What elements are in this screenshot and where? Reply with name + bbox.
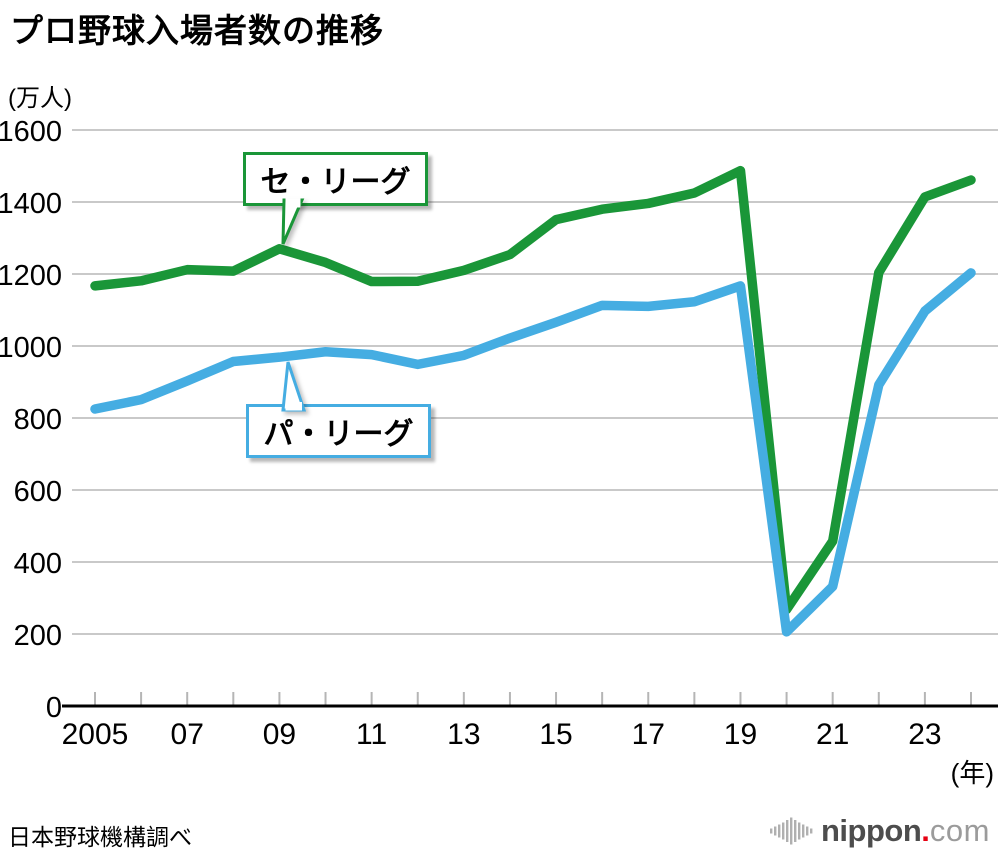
y-tick-label: 1200 bbox=[0, 260, 62, 292]
central-league-line bbox=[90, 165, 976, 615]
page-title: プロ野球入場者数の推移 bbox=[10, 12, 384, 49]
logo-text-tld: com bbox=[929, 813, 990, 848]
pacific-league-line bbox=[90, 268, 976, 637]
soundwave-icon bbox=[770, 817, 813, 845]
callout-central-league: セ・リーグ bbox=[243, 152, 428, 206]
callout-pacific-league: パ・リーグ bbox=[246, 404, 431, 458]
y-tick-label: 1000 bbox=[0, 332, 62, 364]
soundwave-bar bbox=[778, 824, 781, 838]
x-tick-label: 09 bbox=[263, 718, 296, 751]
nippon-com-logo: nippon.com bbox=[770, 812, 990, 850]
y-tick-label: 1600 bbox=[0, 116, 62, 148]
x-tick-label: 07 bbox=[171, 718, 204, 751]
soundwave-bar bbox=[794, 820, 797, 842]
y-tick-label: 400 bbox=[14, 548, 62, 580]
soundwave-bar bbox=[786, 820, 789, 842]
soundwave-bar bbox=[782, 822, 785, 840]
y-tick-label: 1400 bbox=[0, 188, 62, 220]
x-tick-label: 13 bbox=[447, 718, 480, 751]
x-tick-label: 2005 bbox=[62, 718, 129, 751]
x-tick-label: 23 bbox=[908, 718, 941, 751]
y-tick-label: 600 bbox=[14, 476, 62, 508]
callout-central-league-label: セ・リーグ bbox=[260, 166, 411, 199]
logo-text-dot: . bbox=[921, 813, 930, 848]
callout-pacific-league-label: パ・リーグ bbox=[263, 418, 414, 451]
y-tick-label: 0 bbox=[46, 692, 62, 724]
source-credit: 日本野球機構調べ bbox=[8, 824, 192, 850]
logo-text: nippon.com bbox=[821, 812, 990, 850]
y-axis-unit-label: (万人) bbox=[8, 85, 72, 112]
x-tick-label: 17 bbox=[632, 718, 665, 751]
soundwave-bar bbox=[770, 828, 773, 834]
logo-text-main: nippon bbox=[821, 813, 922, 848]
x-tick-label: 21 bbox=[816, 718, 849, 751]
soundwave-bar bbox=[774, 826, 777, 836]
soundwave-bar bbox=[802, 824, 805, 838]
y-tick-label: 800 bbox=[14, 404, 62, 436]
soundwave-bar bbox=[806, 826, 809, 836]
soundwave-bar bbox=[810, 828, 813, 834]
x-tick-label: 11 bbox=[356, 718, 387, 751]
x-axis-unit-label: (年) bbox=[950, 758, 994, 788]
soundwave-bar bbox=[798, 822, 801, 840]
soundwave-bar bbox=[790, 817, 793, 845]
y-tick-label: 200 bbox=[14, 620, 62, 652]
x-tick-label: 19 bbox=[724, 718, 757, 751]
x-tick-label: 15 bbox=[539, 718, 572, 751]
